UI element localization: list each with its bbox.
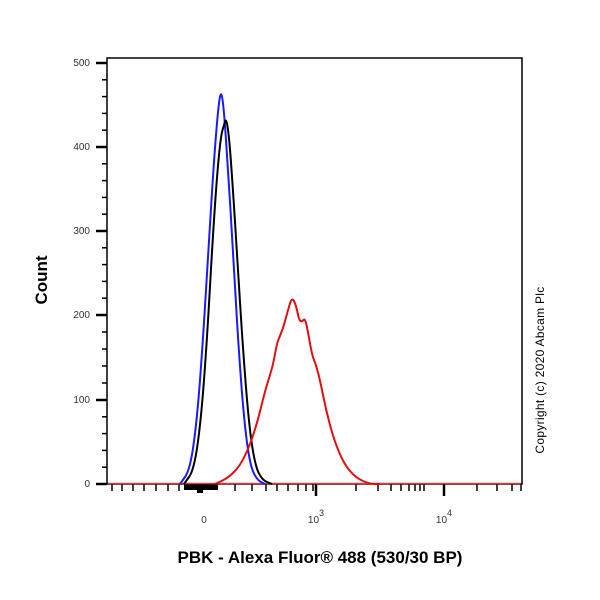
histogram-series: [179, 93, 380, 485]
copyright-notice: Copyright (c) 2020 Abcam Plc: [533, 286, 547, 454]
x-axis-label: PBK - Alexa Fluor® 488 (530/30 BP): [177, 548, 463, 567]
y-tick-label: 0: [84, 479, 90, 490]
y-tick-label: 500: [73, 58, 90, 69]
y-tick-label: 300: [73, 226, 90, 237]
y-axis-ticks: 0 100 200 300 400 500: [73, 58, 107, 490]
x-axis-ticks: 0 103 104: [108, 482, 522, 526]
x-tick-label: 0: [201, 515, 207, 526]
series-blue-control: [179, 93, 266, 485]
series-black-isotype: [183, 119, 273, 485]
x-tick-label: 104: [436, 508, 452, 526]
y-axis-label: Count: [32, 255, 51, 305]
y-tick-label: 400: [73, 142, 90, 153]
y-tick-label: 100: [73, 395, 90, 406]
x-tick-label: 103: [308, 508, 324, 526]
plot-frame: [106, 57, 523, 485]
series-red-PBK: [214, 298, 380, 485]
y-tick-label: 200: [73, 310, 90, 321]
